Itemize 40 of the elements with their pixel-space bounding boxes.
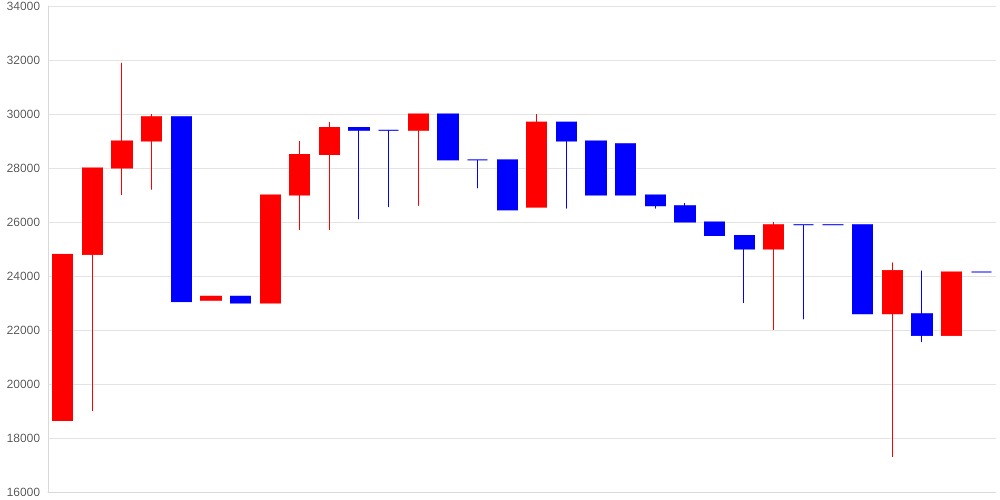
y-tick-label: 26000 bbox=[6, 215, 40, 229]
candlestick bbox=[289, 140, 310, 231]
candlestick bbox=[882, 262, 903, 458]
candlestick bbox=[348, 127, 370, 220]
candlestick bbox=[793, 224, 814, 320]
y-tick-label: 22000 bbox=[6, 323, 40, 337]
candlestick bbox=[378, 130, 399, 208]
candlestick bbox=[556, 122, 577, 209]
candlestick bbox=[674, 202, 696, 222]
candlestick bbox=[230, 296, 251, 304]
candlestick bbox=[615, 143, 636, 196]
candlestick bbox=[141, 114, 162, 190]
candlestick bbox=[704, 222, 725, 236]
candlestick bbox=[260, 194, 281, 304]
candlestick bbox=[911, 270, 933, 343]
candlestick bbox=[171, 116, 192, 302]
candlestick bbox=[526, 114, 547, 208]
candlestick bbox=[200, 296, 222, 301]
candlestick bbox=[941, 271, 962, 336]
candlestick bbox=[585, 140, 607, 196]
candlestick bbox=[734, 235, 755, 304]
candlestick bbox=[82, 168, 103, 412]
y-tick-label: 30000 bbox=[6, 107, 40, 121]
candlestick bbox=[467, 159, 488, 189]
candlestick bbox=[645, 194, 666, 209]
y-tick-label: 34000 bbox=[6, 0, 40, 13]
y-tick-label: 16000 bbox=[6, 485, 40, 499]
candlestick bbox=[437, 114, 459, 160]
candlestick bbox=[763, 222, 784, 330]
candlestick bbox=[497, 159, 518, 210]
y-tick-label: 24000 bbox=[6, 269, 40, 283]
candlestick bbox=[408, 114, 429, 206]
candlestick bbox=[52, 254, 73, 421]
y-tick-label: 28000 bbox=[6, 161, 40, 175]
y-tick-label: 20000 bbox=[6, 377, 40, 391]
y-tick-label: 32000 bbox=[6, 53, 40, 67]
candlestick bbox=[319, 122, 340, 231]
candlestick bbox=[852, 224, 873, 314]
candlestick bbox=[111, 62, 133, 196]
y-tick-label: 18000 bbox=[6, 431, 40, 445]
